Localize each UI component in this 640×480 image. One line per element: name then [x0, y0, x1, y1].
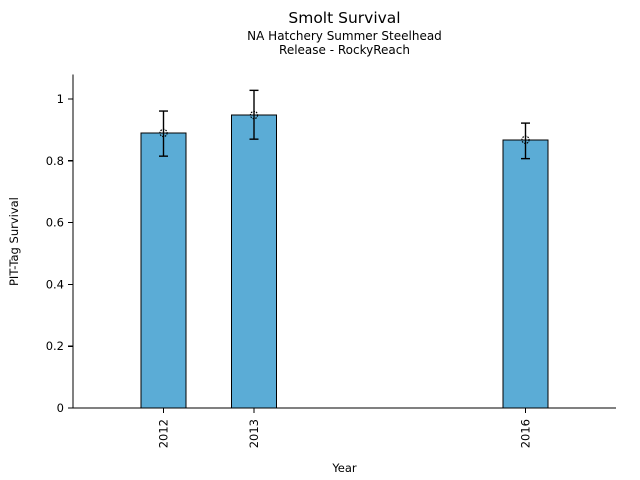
- chart-subtitle-line1: NA Hatchery Summer Steelhead: [247, 29, 442, 43]
- chart-subtitle-line2: Release - RockyReach: [279, 43, 410, 57]
- y-tick-label: 1: [57, 92, 64, 106]
- bar-2016: [502, 139, 549, 409]
- x-axis-label: Year: [332, 461, 357, 475]
- y-tick-label: 0.4: [46, 277, 64, 291]
- y-tick-label: 0.8: [46, 154, 64, 168]
- bar-2013: [230, 114, 278, 409]
- chart-title: Smolt Survival: [288, 9, 401, 27]
- y-tick-label: 0.6: [46, 216, 64, 230]
- y-tick-label: 0: [57, 401, 64, 415]
- data-point-marker: [521, 135, 530, 144]
- y-tick-label: 0.2: [46, 339, 64, 353]
- bar-2012: [140, 132, 187, 409]
- x-tick-label: 2013: [247, 419, 261, 448]
- x-tick-label: 2016: [519, 419, 533, 448]
- chart-header: Smolt Survival NA Hatchery Summer Steelh…: [73, 8, 616, 57]
- x-tick-label: 2012: [157, 419, 171, 448]
- data-point-marker: [159, 128, 168, 138]
- data-point-marker: [249, 110, 259, 120]
